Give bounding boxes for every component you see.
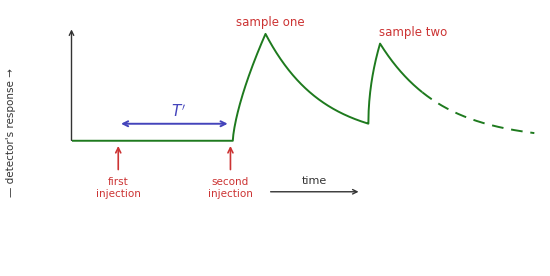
Text: time: time <box>302 176 327 186</box>
Text: $T'$: $T'$ <box>172 104 186 120</box>
Text: first
injection: first injection <box>96 177 141 199</box>
Text: sample two: sample two <box>378 26 447 39</box>
Text: sample one: sample one <box>236 16 305 29</box>
Text: second
injection: second injection <box>208 177 253 199</box>
Text: — detector's response →: — detector's response → <box>6 68 16 197</box>
